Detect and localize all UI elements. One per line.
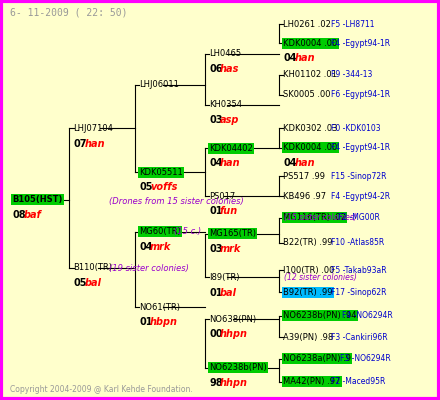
Text: 08: 08 <box>12 210 26 220</box>
Text: NO61(TR): NO61(TR) <box>139 303 180 312</box>
Text: 05: 05 <box>139 182 153 192</box>
Text: LHJ07104: LHJ07104 <box>73 124 114 133</box>
Text: NO638(PN): NO638(PN) <box>209 315 256 324</box>
Text: F6 -Egypt94-1R: F6 -Egypt94-1R <box>331 90 391 99</box>
Text: 6- 11-2009 ( 22: 50): 6- 11-2009 ( 22: 50) <box>10 7 128 17</box>
Text: NO6238b(PN): NO6238b(PN) <box>209 363 267 372</box>
Text: I100(TR) .00: I100(TR) .00 <box>283 266 335 275</box>
Text: asp: asp <box>220 115 239 125</box>
Text: 01: 01 <box>209 288 223 298</box>
Text: han: han <box>220 158 241 168</box>
Text: LHJ06011: LHJ06011 <box>139 80 179 89</box>
Text: mrk: mrk <box>150 242 172 252</box>
Text: (12 sister colonies): (12 sister colonies) <box>284 273 357 282</box>
Text: mrk: mrk <box>220 244 242 254</box>
Text: F15 -Sinop72R: F15 -Sinop72R <box>331 172 387 181</box>
Text: 04: 04 <box>283 158 297 168</box>
Text: F3 -NO6294R: F3 -NO6294R <box>340 354 391 363</box>
Text: 98: 98 <box>209 378 223 388</box>
Text: bal: bal <box>84 278 102 288</box>
Text: F4 -Egypt94-2R: F4 -Egypt94-2R <box>331 192 391 200</box>
Text: B22(TR) .99: B22(TR) .99 <box>283 238 333 247</box>
Text: 07: 07 <box>73 138 87 148</box>
Text: I89(TR): I89(TR) <box>209 273 239 282</box>
Text: (Drones from 15 sister colonies): (Drones from 15 sister colonies) <box>109 197 243 206</box>
Text: MA42(PN) .97: MA42(PN) .97 <box>283 378 341 386</box>
Text: fun: fun <box>220 206 238 216</box>
Text: has: has <box>220 64 239 74</box>
Text: F0 -KDK0103: F0 -KDK0103 <box>331 124 381 133</box>
Text: F2 -MG00R: F2 -MG00R <box>338 213 380 222</box>
Text: KH01102 .01: KH01102 .01 <box>283 70 337 79</box>
Text: voffs: voffs <box>150 182 177 192</box>
Text: han: han <box>84 138 105 148</box>
Text: KB496 .97: KB496 .97 <box>283 192 326 200</box>
Text: SK0005 .00: SK0005 .00 <box>283 90 331 99</box>
Text: 03: 03 <box>209 115 223 125</box>
Text: han: han <box>294 53 315 63</box>
Text: MG60(TR): MG60(TR) <box>139 227 181 236</box>
Text: F10 -Atlas85R: F10 -Atlas85R <box>331 238 385 247</box>
Text: KDK05511: KDK05511 <box>139 168 183 177</box>
Text: F4 -Egypt94-1R: F4 -Egypt94-1R <box>331 143 391 152</box>
Text: hhpn: hhpn <box>220 378 248 388</box>
Text: F2 -Maced95R: F2 -Maced95R <box>331 378 386 386</box>
Text: hhpn: hhpn <box>220 329 248 339</box>
Text: NO6238b(PN) .94: NO6238b(PN) .94 <box>283 312 357 320</box>
Text: baf: baf <box>23 210 41 220</box>
Text: F4 -NO6294R: F4 -NO6294R <box>342 312 393 320</box>
Text: PS517 .99: PS517 .99 <box>283 172 326 181</box>
Text: A39(PN) .98: A39(PN) .98 <box>283 332 334 342</box>
Text: KDK0302 .03: KDK0302 .03 <box>283 124 338 133</box>
Text: 05: 05 <box>73 278 87 288</box>
Text: F3 -Cankiri96R: F3 -Cankiri96R <box>331 332 388 342</box>
Text: F5 -LH8711: F5 -LH8711 <box>331 20 375 29</box>
Text: (15 sister colonies): (15 sister colonies) <box>284 213 357 222</box>
Text: hbpn: hbpn <box>150 317 178 327</box>
Text: (19 sister colonies): (19 sister colonies) <box>109 264 188 273</box>
Text: 04: 04 <box>209 158 223 168</box>
Text: F4 -Egypt94-1R: F4 -Egypt94-1R <box>331 38 391 48</box>
Text: NO6238a(PN) .9: NO6238a(PN) .9 <box>283 354 352 363</box>
Text: Copyright 2004-2009 @ Karl Kehde Foundation.: Copyright 2004-2009 @ Karl Kehde Foundat… <box>10 385 193 394</box>
Text: KDK0004 .00: KDK0004 .00 <box>283 38 337 48</box>
Text: 03: 03 <box>209 244 223 254</box>
Text: 01: 01 <box>209 206 223 216</box>
Text: han: han <box>294 158 315 168</box>
Text: KDK04402: KDK04402 <box>209 144 253 153</box>
Text: F17 -Sinop62R: F17 -Sinop62R <box>331 288 387 297</box>
Text: 04: 04 <box>283 53 297 63</box>
Text: B110(TR): B110(TR) <box>73 263 113 272</box>
Text: 00: 00 <box>209 329 223 339</box>
Text: MG165(TR): MG165(TR) <box>209 229 256 238</box>
Text: bal: bal <box>220 288 237 298</box>
Text: B92(TR) .99: B92(TR) .99 <box>283 288 333 297</box>
Text: F5 -Takab93aR: F5 -Takab93aR <box>331 266 387 275</box>
Text: F9 -344-13: F9 -344-13 <box>331 70 373 79</box>
Text: MG116(TR) .02: MG116(TR) .02 <box>283 213 346 222</box>
Text: B105(HST): B105(HST) <box>12 196 62 204</box>
Text: 01: 01 <box>139 317 153 327</box>
Text: KDK0004 .00: KDK0004 .00 <box>283 143 337 152</box>
Text: (15 c.): (15 c.) <box>174 227 201 236</box>
Text: LH0261 .02: LH0261 .02 <box>283 20 331 29</box>
Text: 04: 04 <box>139 242 153 252</box>
Text: 06: 06 <box>209 64 223 74</box>
Text: PS017: PS017 <box>209 192 235 200</box>
Text: LH0465: LH0465 <box>209 49 241 58</box>
Text: KH0354: KH0354 <box>209 100 242 109</box>
